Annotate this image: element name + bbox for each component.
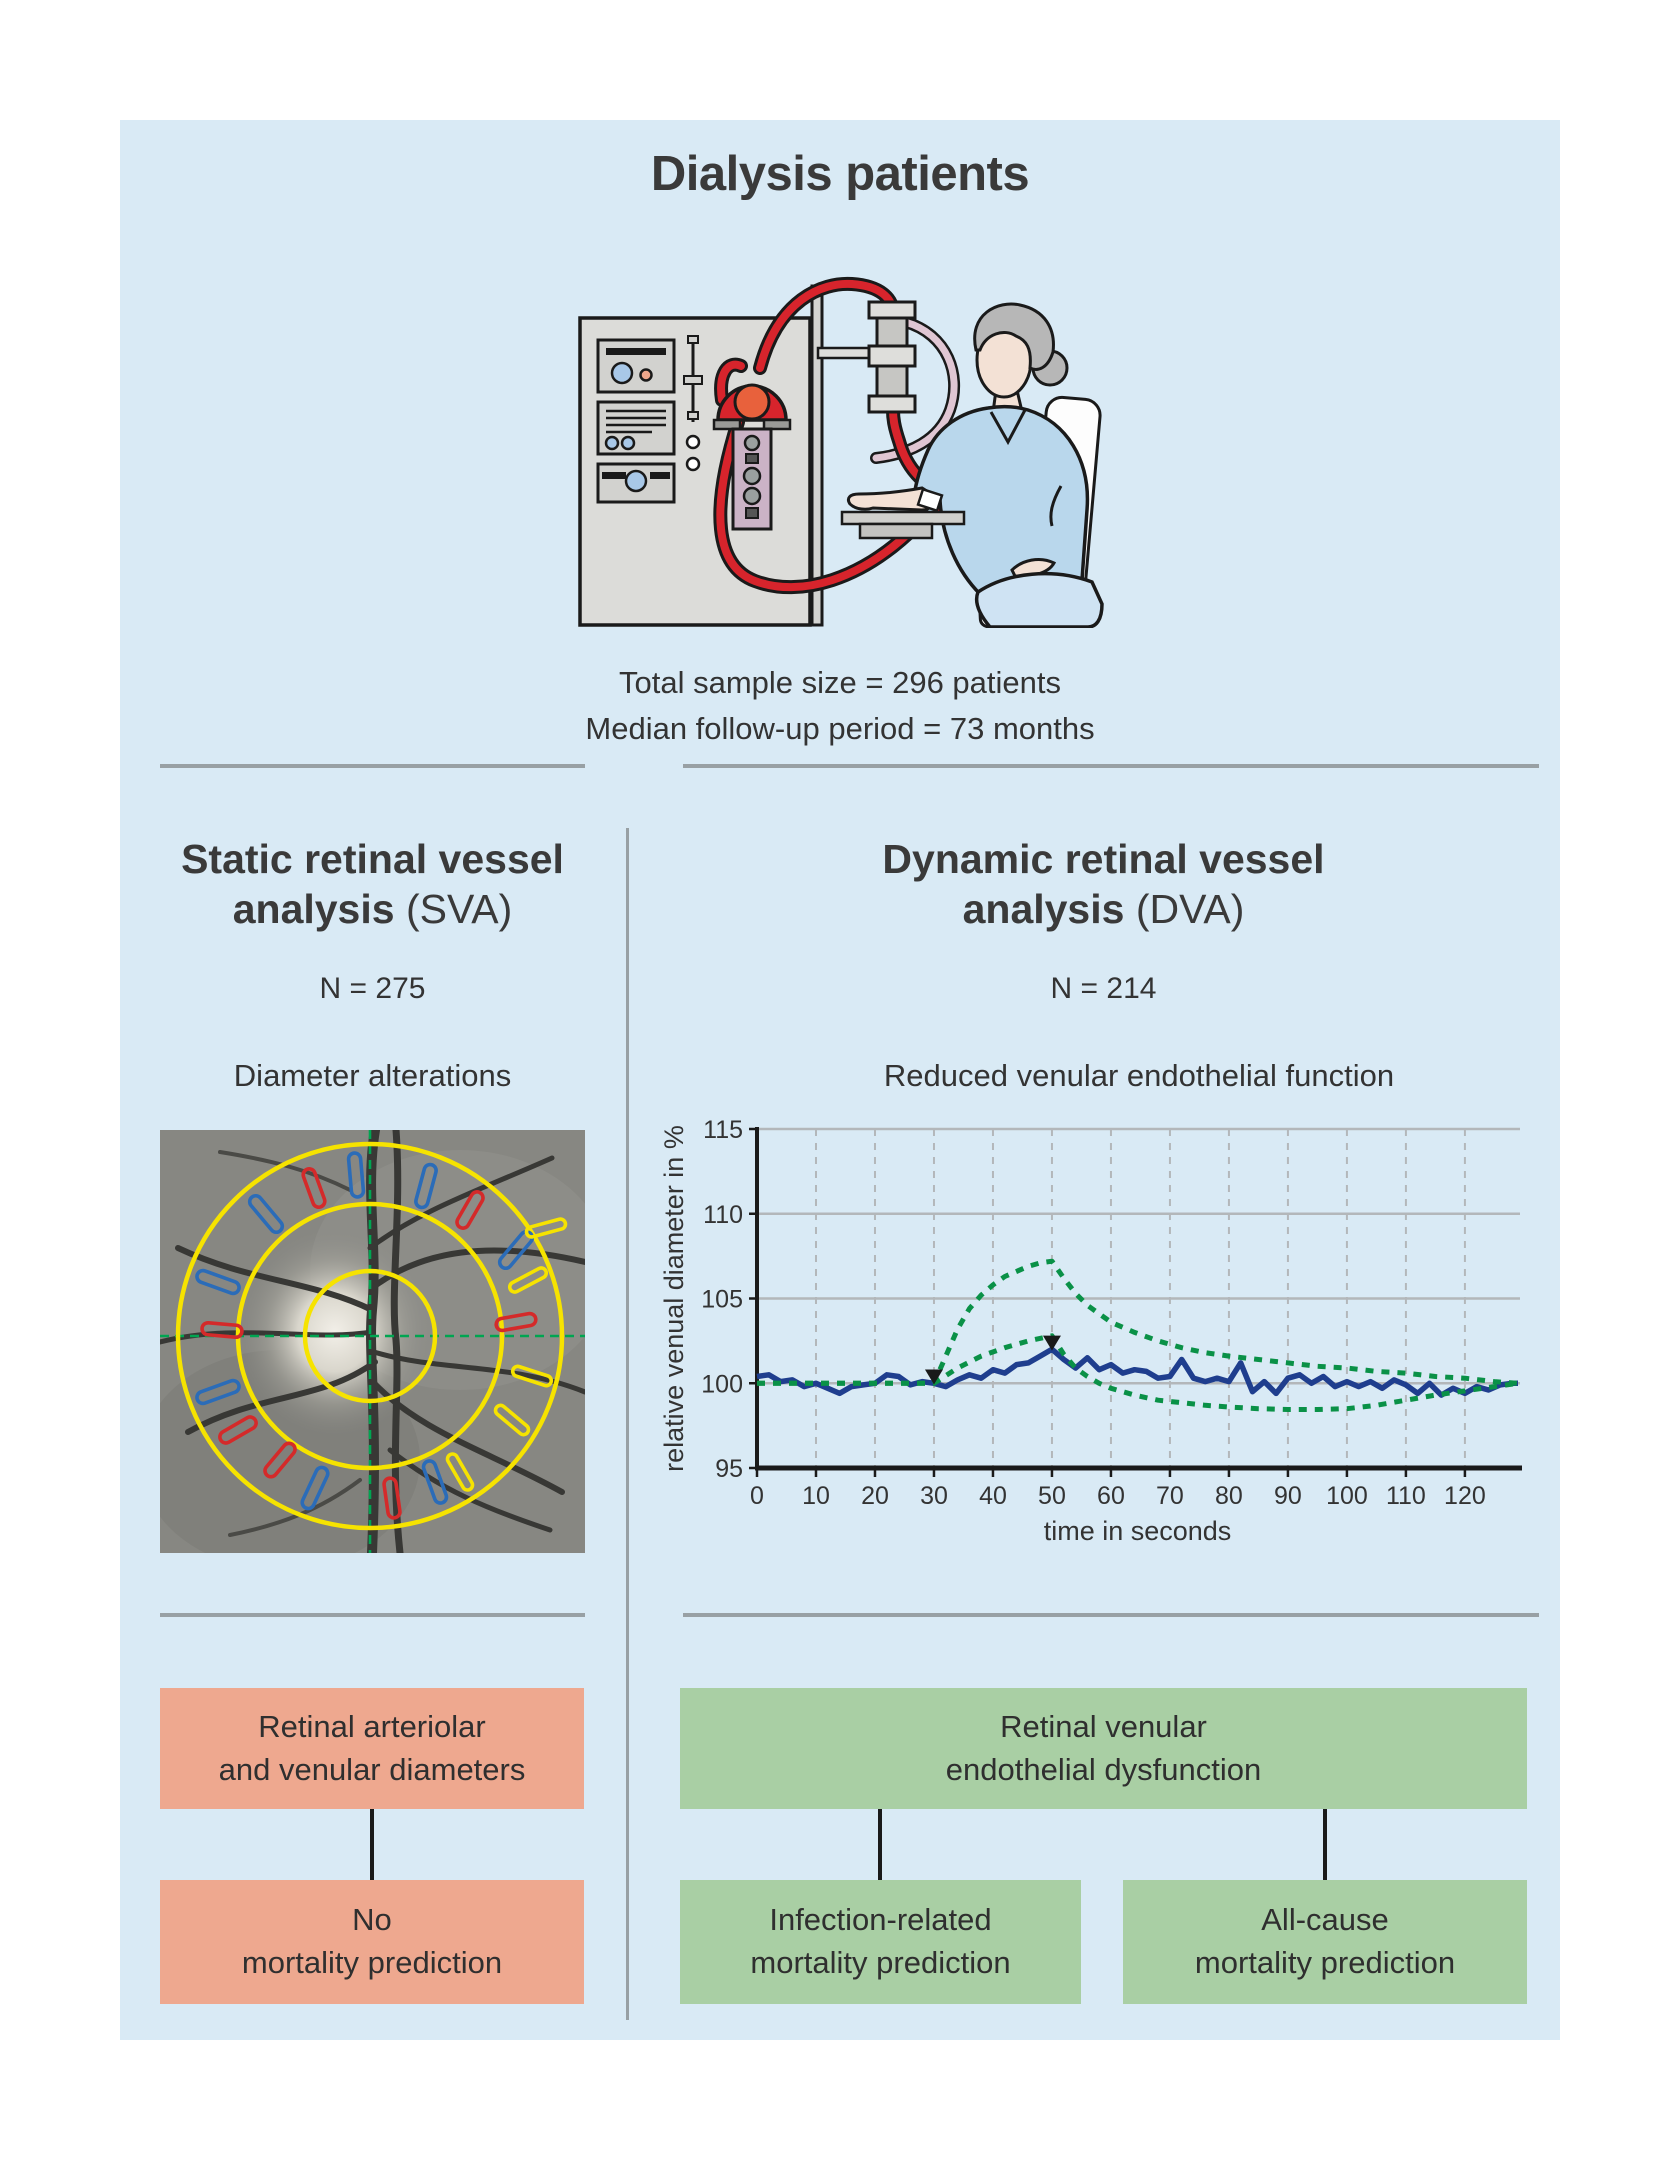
patient-scrub-top xyxy=(910,404,1090,596)
sample-summary: Total sample size = 296 patients Median … xyxy=(120,660,1560,752)
dva-heading-line1: Dynamic retinal vessel xyxy=(882,836,1325,882)
sva-heading-line2: analysis (SVA) xyxy=(232,886,513,933)
dva-connector-left xyxy=(878,1809,882,1880)
svg-text:20: 20 xyxy=(861,1482,889,1510)
sva-heading-line1: Static retinal vessel xyxy=(181,836,564,882)
dva-chart: 95 100 105 110 115 0 10 20 30 40 50 60 70 80 90 100 110 1… xyxy=(659,1116,1522,1546)
svg-text:40: 40 xyxy=(979,1482,1007,1510)
dialyzer xyxy=(816,300,917,414)
blood-pump xyxy=(712,383,792,431)
patient-legs xyxy=(974,571,1104,628)
page-title: Dialysis patients xyxy=(650,147,1030,201)
divider-top-left xyxy=(160,764,585,768)
divider-bottom-left xyxy=(160,1613,585,1617)
svg-text:60: 60 xyxy=(1097,1482,1125,1510)
vein-marks xyxy=(195,1151,535,1511)
divider-bottom-right xyxy=(683,1613,1539,1617)
svg-text:110: 110 xyxy=(703,1201,743,1229)
svg-text:50: 50 xyxy=(1038,1482,1066,1510)
sva-n-label: N = 275 xyxy=(319,972,426,1005)
dva-outcome-box: Retinal venular endothelial dysfunction xyxy=(680,1688,1527,1809)
sample-size-text: Total sample size = 296 patients xyxy=(618,665,1061,700)
dva-connector-right xyxy=(1323,1809,1327,1880)
svg-text:relative venual diameter in %: relative venual diameter in % xyxy=(659,1125,689,1472)
svg-text:time in seconds: time in seconds xyxy=(1044,1516,1232,1546)
sva-section-label: Diameter alterations xyxy=(233,1058,512,1093)
svg-text:95: 95 xyxy=(715,1455,743,1483)
svg-text:120: 120 xyxy=(1444,1482,1486,1510)
svg-text:115: 115 xyxy=(703,1116,743,1144)
armrest xyxy=(840,510,966,526)
svg-text:80: 80 xyxy=(1215,1482,1243,1510)
dialyzer-pole xyxy=(810,284,824,627)
sva-connector xyxy=(370,1809,374,1880)
fundus-image xyxy=(160,1130,585,1553)
svg-text:100: 100 xyxy=(1326,1482,1368,1510)
svg-text:30: 30 xyxy=(920,1482,948,1510)
dva-result-box-allcause: All-cause mortality prediction xyxy=(1123,1880,1527,2004)
divider-top-right xyxy=(683,764,1539,768)
artery-marks xyxy=(200,1167,538,1520)
unclassified-marks xyxy=(445,1217,568,1492)
svg-text:110: 110 xyxy=(1386,1482,1426,1510)
machine-control-panels xyxy=(596,338,676,504)
column-divider xyxy=(626,828,629,2020)
svg-text:90: 90 xyxy=(1274,1482,1302,1510)
machine-slider-control xyxy=(683,335,703,472)
patient-hair xyxy=(973,302,1069,387)
follow-up-text: Median follow-up period = 73 months xyxy=(585,710,1095,746)
svg-text:10: 10 xyxy=(802,1482,830,1510)
sva-result-box: No mortality prediction xyxy=(160,1880,584,2004)
svg-text:0: 0 xyxy=(750,1482,764,1510)
sva-outcome-box: Retinal arteriolar and venular diameters xyxy=(160,1688,584,1809)
svg-text:105: 105 xyxy=(701,1286,743,1314)
dva-n-label: N = 214 xyxy=(1050,972,1157,1005)
vessel-segment-marks xyxy=(195,1151,568,1520)
drip-chamber xyxy=(731,427,773,531)
svg-text:100: 100 xyxy=(701,1370,743,1398)
svg-text:70: 70 xyxy=(1156,1482,1184,1510)
crosshair xyxy=(160,1130,585,1553)
dva-chart-title: Reduced venular endothelial function xyxy=(883,1058,1395,1093)
sva-heading: Static retinal vessel analysis (SVA) xyxy=(160,834,585,934)
dialysis-illustration xyxy=(578,276,1104,628)
dva-result-box-infection: Infection-related mortality prediction xyxy=(680,1880,1081,2004)
needle-dressing xyxy=(916,487,944,513)
dialysis-machine xyxy=(578,284,824,627)
patient xyxy=(840,302,1104,628)
dva-heading: Dynamic retinal vessel analysis (DVA) xyxy=(680,834,1527,934)
dva-heading-line2: analysis (DVA) xyxy=(962,886,1245,933)
